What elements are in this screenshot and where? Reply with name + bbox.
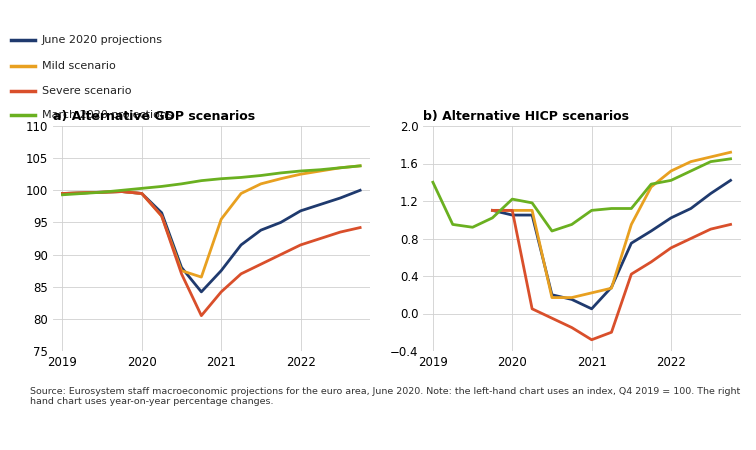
Text: March 2020 projections: March 2020 projections [42, 110, 172, 120]
Text: b) Alternative HICP scenarios: b) Alternative HICP scenarios [423, 110, 629, 123]
Text: Mild scenario: Mild scenario [42, 60, 116, 71]
Text: Severe scenario: Severe scenario [42, 86, 131, 96]
Text: a) Alternative GDP scenarios: a) Alternative GDP scenarios [53, 110, 255, 123]
Text: Source: Eurosystem staff macroeconomic projections for the euro area, June 2020.: Source: Eurosystem staff macroeconomic p… [30, 387, 740, 406]
Text: June 2020 projections: June 2020 projections [42, 35, 163, 45]
